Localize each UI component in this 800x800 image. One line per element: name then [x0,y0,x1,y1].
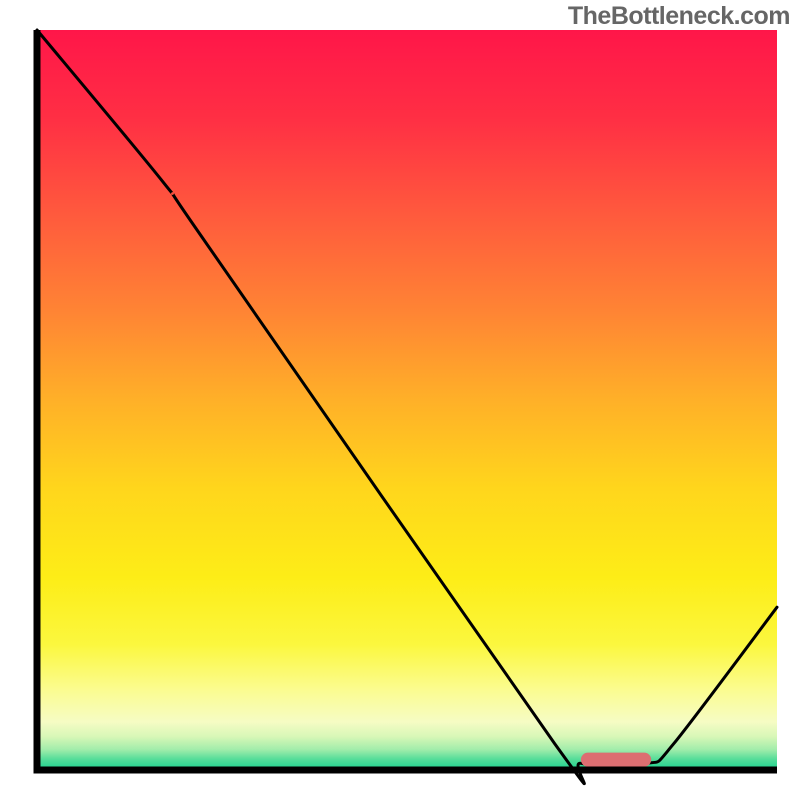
optimum-marker [581,753,651,767]
chart-container: TheBottleneck.com [0,0,800,800]
chart-svg [0,0,800,800]
watermark-text: TheBottleneck.com [568,2,790,31]
plot-background [37,30,777,770]
